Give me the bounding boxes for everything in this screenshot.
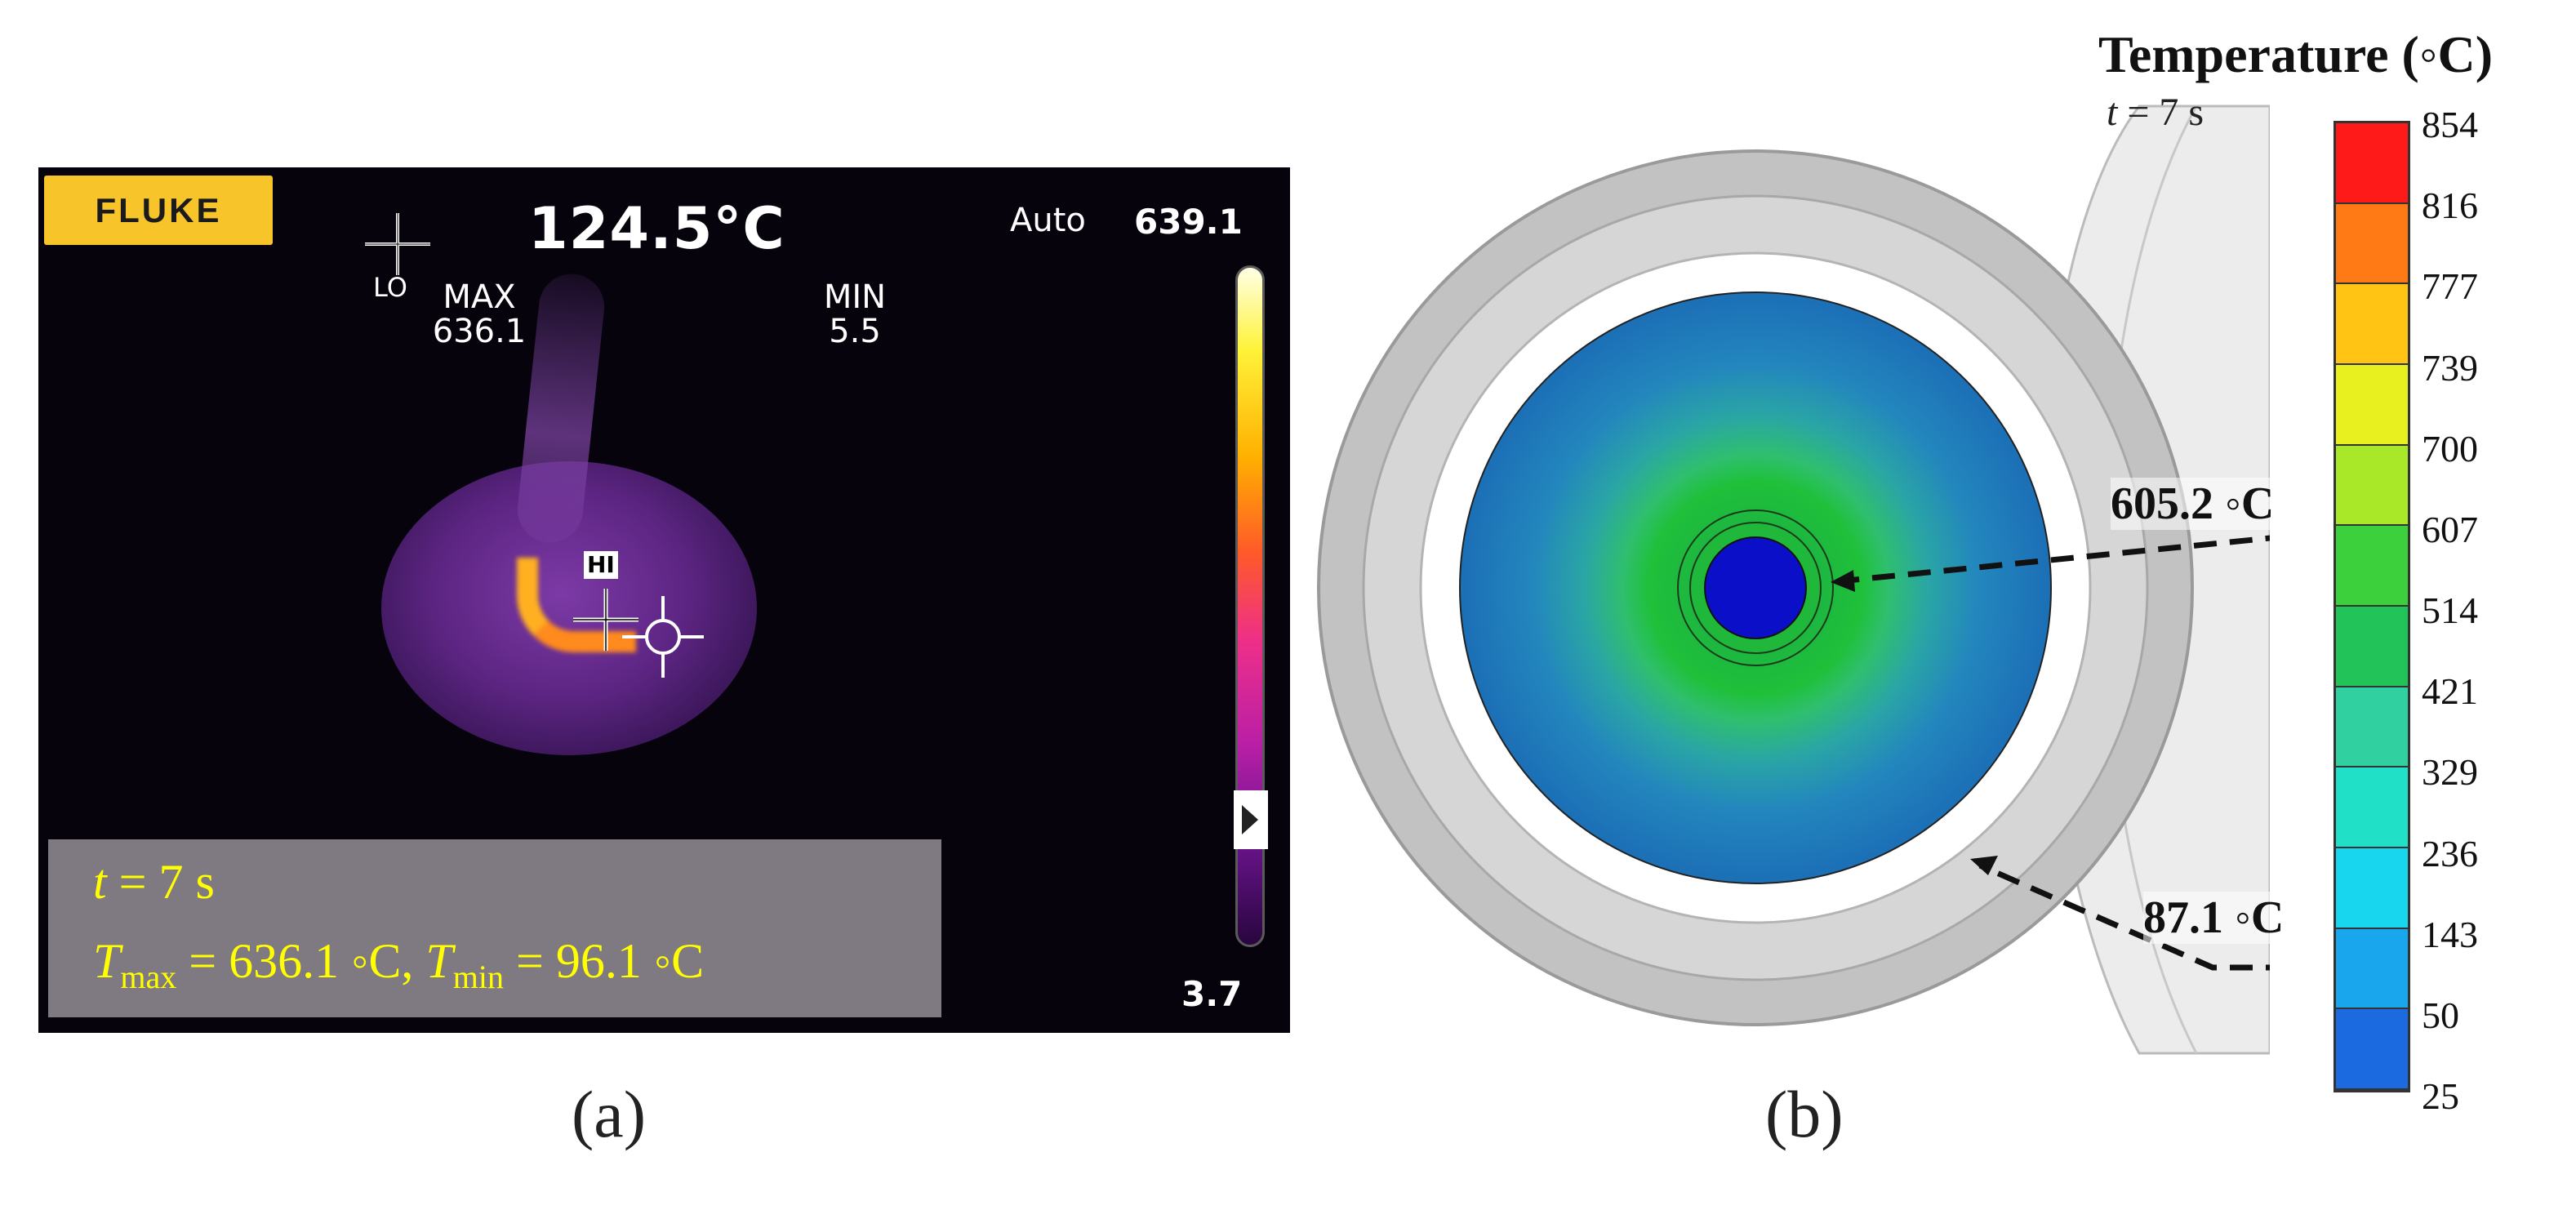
legend-tick-label: 816 <box>2422 185 2478 227</box>
legend-band <box>2336 445 2408 527</box>
min-label: MIN <box>823 278 887 316</box>
cold-annotation-arrowhead <box>1970 856 1998 875</box>
legend-tick-label: 329 <box>2422 751 2478 794</box>
hot-annotation-arrowhead <box>1831 570 1855 592</box>
legend-tick-label: 514 <box>2422 589 2478 631</box>
legend-band <box>2336 203 2408 285</box>
panel-label-b: (b) <box>1765 1077 1844 1151</box>
panel-label-a: (a) <box>572 1077 647 1151</box>
measurement-caption: t = 7 s Tmax = 636.1 ◦C, Tmin = 96.1 ◦C <box>48 839 941 1017</box>
hi-marker-label: HI <box>584 551 618 579</box>
fluke-logo: FLUKE <box>44 176 273 245</box>
legend-band <box>2336 767 2408 848</box>
legend-tick-label: 854 <box>2422 104 2478 145</box>
legend-band <box>2336 365 2408 446</box>
range-high-value: 639.1 <box>1134 202 1243 242</box>
legend-band <box>2336 607 2408 687</box>
caption-time: t = 7 s <box>93 855 215 909</box>
center-target-icon <box>622 596 704 678</box>
min-value: 5.5 <box>829 313 881 350</box>
simulation-cross-section <box>1317 105 2270 1055</box>
legend-band <box>2336 1009 2408 1090</box>
inner-boundary-outer <box>1677 509 1834 666</box>
hi-crosshair-icon <box>573 589 638 651</box>
legend-tick-label: 25 <box>2422 1075 2459 1117</box>
legend-tick-label: 607 <box>2422 508 2478 550</box>
max-label: MAX <box>443 278 516 316</box>
min-readout: MIN 5.5 <box>798 280 912 349</box>
lo-marker-label: LO <box>373 272 407 303</box>
legend-tick-label: 50 <box>2422 994 2459 1036</box>
legend-band <box>2336 928 2408 1010</box>
hot-annotation-leader <box>1838 535 2270 585</box>
legend-tick-label: 236 <box>2422 832 2478 874</box>
simulation-time: t = 7 s <box>2107 91 2205 134</box>
hot-spot <box>517 558 636 652</box>
lo-crosshair-icon <box>365 213 430 275</box>
legend-band <box>2336 123 2408 204</box>
temperature-legend-bar <box>2334 121 2410 1092</box>
legend-tick-label: 700 <box>2422 427 2478 469</box>
legend-band <box>2336 526 2408 607</box>
color-scale-level-marker <box>1234 790 1268 850</box>
legend-band <box>2336 687 2408 768</box>
core-region <box>1704 536 1807 639</box>
legend-title: Temperature (◦C) <box>2098 25 2494 83</box>
legend-tick-label: 777 <box>2422 265 2478 308</box>
cold-annotation-leader <box>1978 862 2270 971</box>
legend-tick-label: 739 <box>2422 346 2478 389</box>
caption-temperatures: Tmax = 636.1 ◦C, Tmin = 96.1 ◦C <box>93 934 705 995</box>
cold-annotation-label: 87.1 ◦C <box>2143 892 2285 944</box>
hot-annotation-label: 605.2 ◦C <box>2111 478 2275 530</box>
center-temperature-readout: 124.5°C <box>528 195 785 262</box>
legend-tick-label: 421 <box>2422 670 2478 713</box>
auto-range-label: Auto <box>1010 202 1086 239</box>
legend-band <box>2336 848 2408 929</box>
max-value: 636.1 <box>432 313 527 350</box>
range-low-value: 3.7 <box>1181 974 1243 1014</box>
legend-band <box>2336 284 2408 365</box>
legend-tick-label: 143 <box>2422 913 2478 955</box>
thermal-camera-image: FLUKE 124.5°C Auto 639.1 3.7 MAX 636.1 M… <box>38 167 1290 1033</box>
max-readout: MAX 636.1 <box>422 280 536 349</box>
